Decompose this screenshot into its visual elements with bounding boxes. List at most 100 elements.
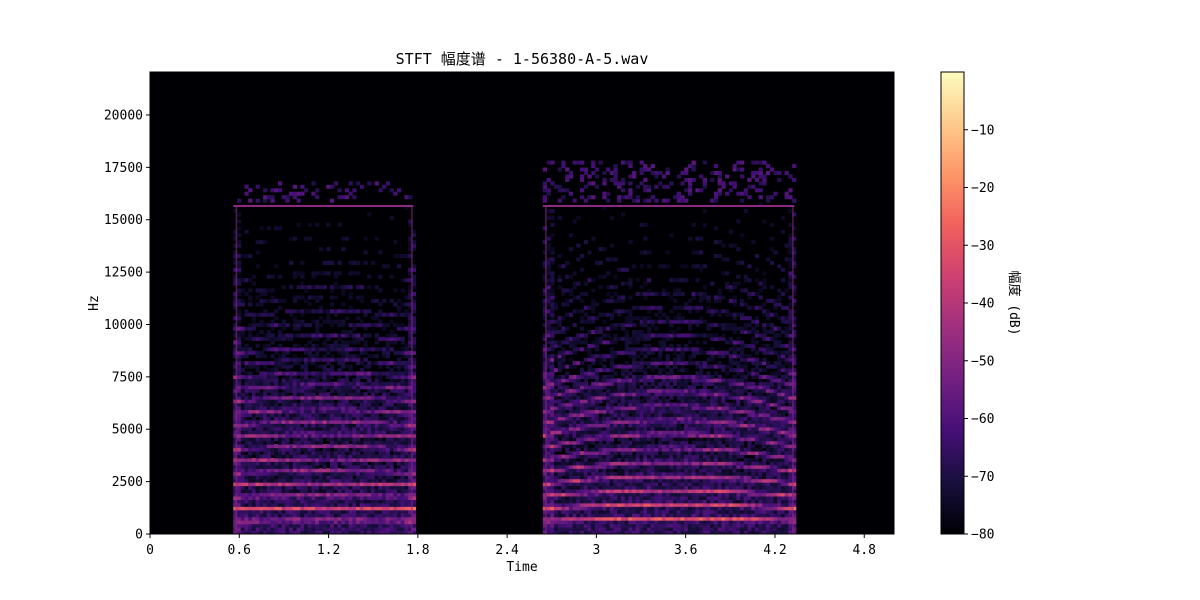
spectrogram-cell	[650, 478, 655, 483]
spectrogram-cell	[404, 496, 409, 500]
spectrogram-cell	[385, 440, 390, 445]
spectrogram-cell	[385, 392, 390, 397]
spectrogram-cell	[278, 496, 283, 500]
spectrogram-cell	[382, 457, 387, 462]
spectrogram-cell	[367, 381, 372, 386]
spectrogram-cell	[259, 464, 264, 469]
spectrogram-cell	[285, 430, 290, 435]
spectrogram-cell	[259, 354, 264, 359]
spectrogram-cell	[557, 454, 562, 459]
spectrogram-cell	[557, 409, 562, 414]
spectrogram-cell	[587, 357, 592, 362]
spectrogram-cell	[341, 392, 346, 397]
spectrogram-cell	[389, 478, 394, 483]
spectrogram-cell	[248, 350, 253, 355]
spectrogram-cell	[341, 340, 346, 345]
spectrogram-cell	[554, 388, 559, 393]
spectrogram-cell	[289, 492, 294, 497]
spectrogram-cell	[561, 444, 566, 449]
spectrogram-cell	[363, 433, 368, 438]
spectrogram-cell	[580, 499, 585, 504]
spectrogram-cell	[580, 496, 585, 500]
spectrogram-cell	[270, 402, 275, 407]
spectrogram-cell	[408, 406, 413, 411]
spectrogram-cell	[408, 292, 413, 296]
spectrogram-cell	[568, 336, 574, 341]
spectrogram-cell	[632, 516, 637, 521]
spectrogram-cell	[408, 278, 413, 283]
spectrogram-cell	[270, 378, 275, 383]
spectrogram-cell	[244, 492, 249, 497]
spectrogram-cell	[281, 409, 286, 414]
spectrogram-cell	[400, 409, 405, 414]
spectrogram-cell	[397, 478, 402, 483]
spectrogram-cell	[270, 499, 275, 504]
spectrogram-cell	[568, 416, 574, 421]
spectrogram-cell	[628, 364, 633, 369]
spectrogram-cell	[237, 254, 242, 258]
spectrogram-cell	[367, 464, 372, 469]
spectrogram-cell	[259, 468, 264, 473]
spectrogram-cell	[583, 433, 588, 438]
spectrogram-cell	[322, 340, 327, 345]
spectrogram-cell	[583, 385, 588, 390]
spectrogram-cell	[624, 402, 629, 407]
spectrogram-cell	[650, 444, 655, 449]
spectrogram-cell	[240, 402, 245, 407]
spectrogram-cell	[411, 305, 417, 310]
spectrogram-cell	[255, 520, 260, 525]
spectrogram-cell	[565, 375, 570, 379]
spectrogram-cell	[583, 502, 588, 507]
spectrogram-cell	[274, 188, 279, 193]
spectrogram-cell	[591, 489, 596, 494]
spectrogram-cell	[237, 402, 242, 407]
spectrogram-cell	[587, 392, 592, 397]
spectrogram-cell	[330, 530, 335, 534]
spectrogram-cell	[594, 516, 600, 521]
spectrogram-cell	[255, 343, 260, 348]
spectrogram-cell	[632, 499, 637, 504]
spectrogram-cell	[263, 292, 268, 296]
spectrogram-cell	[237, 475, 242, 480]
spectrogram-cell	[583, 506, 588, 511]
spectrogram-cell	[565, 430, 570, 435]
spectrogram-cell	[263, 347, 268, 352]
spectrogram-cell	[598, 489, 603, 494]
spectrogram-cell	[326, 419, 331, 424]
spectrogram-cell	[270, 444, 275, 449]
spectrogram-cell	[348, 271, 353, 276]
spectrogram-cell	[542, 468, 547, 473]
spectrogram-cell	[255, 437, 260, 442]
spectrogram-cell	[609, 530, 614, 534]
spectrogram-cell	[554, 437, 559, 442]
spectrogram-cell	[411, 423, 417, 428]
spectrogram-cell	[397, 309, 402, 314]
spectrogram-cell	[248, 509, 253, 514]
spectrogram-cell	[639, 364, 644, 369]
spectrogram-cell	[643, 416, 648, 421]
spectrogram-cell	[251, 413, 257, 417]
spectrogram-cell	[315, 530, 320, 534]
spectrogram-cell	[278, 520, 283, 525]
spectrogram-cell	[565, 274, 570, 279]
spectrogram-cell	[598, 361, 603, 366]
spectrogram-cell	[591, 361, 596, 366]
spectrogram-cell	[363, 250, 368, 255]
spectrogram-cell	[333, 388, 338, 393]
spectrogram-cell	[561, 375, 566, 379]
spectrogram-cell	[587, 454, 592, 459]
spectrogram-cell	[411, 496, 417, 500]
spectrogram-cell	[397, 520, 402, 525]
spectrogram-cell	[341, 471, 346, 476]
spectrogram-cell	[259, 430, 264, 435]
spectrogram-cell	[278, 274, 283, 279]
spectrogram-cell	[557, 285, 562, 290]
spectrogram-cell	[400, 416, 405, 421]
spectrogram-cell	[374, 454, 379, 459]
spectrogram-cell	[606, 416, 611, 421]
spectrogram-cell	[400, 437, 405, 442]
spectrogram-cell	[348, 330, 353, 334]
spectrogram-cell	[285, 527, 290, 532]
spectrogram-cell	[400, 392, 405, 397]
spectrogram-cell	[307, 478, 312, 483]
